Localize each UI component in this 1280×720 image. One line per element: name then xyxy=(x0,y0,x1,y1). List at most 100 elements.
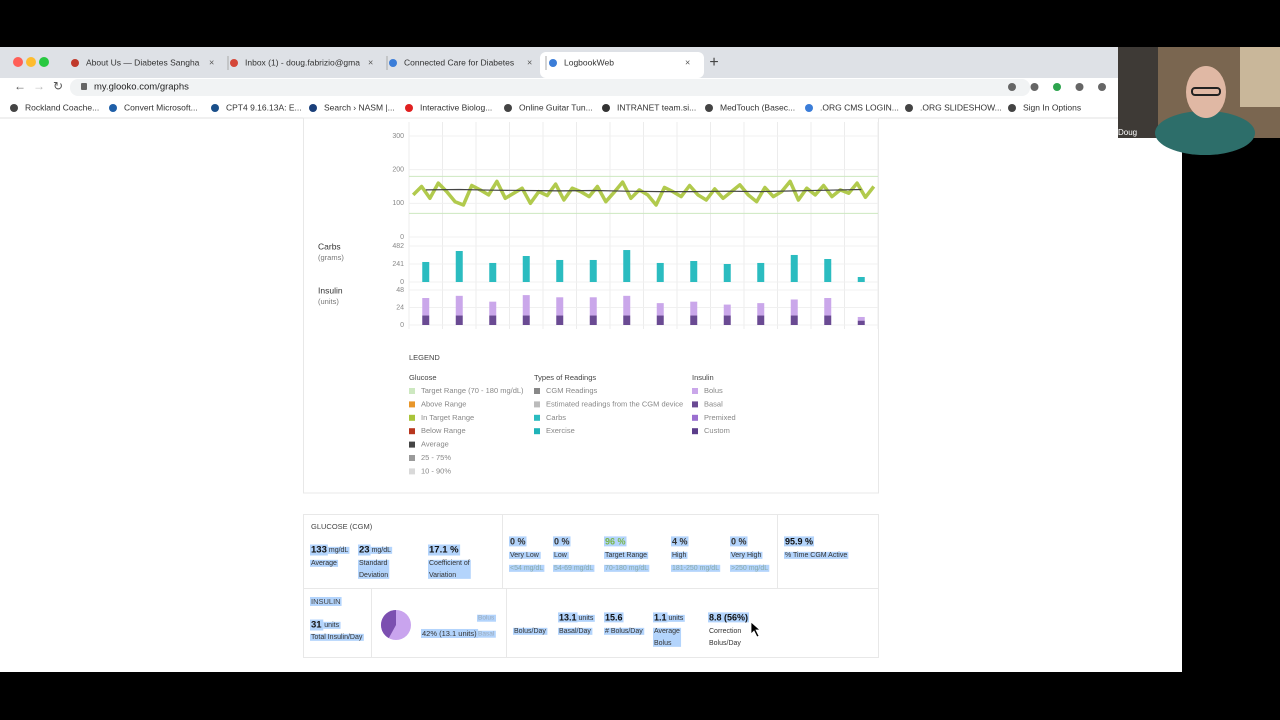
y-tick-label: 241 xyxy=(392,261,404,268)
stat-value: 133 xyxy=(311,545,327,556)
bookmark[interactable]: Interactive Biolog... xyxy=(420,102,492,112)
stat-value: 15.6 xyxy=(605,612,623,622)
legend-label: 25 - 75% xyxy=(421,453,451,462)
bookmark[interactable]: Convert Microsoft... xyxy=(124,102,198,112)
selection-highlight xyxy=(671,551,688,559)
range-value: 0 % xyxy=(554,536,570,546)
legend-label: In Target Range xyxy=(421,413,474,422)
insulin-bar xyxy=(857,320,865,325)
bookmark-icon xyxy=(602,104,610,112)
tab-title[interactable]: Connected Care for Diabetes xyxy=(404,57,514,67)
cgm-trace xyxy=(411,179,876,207)
insulin-bar xyxy=(790,299,798,316)
toolbar-icon[interactable] xyxy=(1075,83,1084,91)
stat-label: Basal/Day xyxy=(559,628,591,635)
back-button[interactable]: ← xyxy=(14,79,26,93)
stat-label: % Time CGM Active xyxy=(785,552,847,559)
bookmark[interactable]: Sign In Options xyxy=(1023,102,1081,112)
insulin-bar xyxy=(455,295,463,316)
minimize-window[interactable] xyxy=(26,57,36,67)
stat-value: 8.8 (56%) xyxy=(709,612,748,622)
range-value: 4 % xyxy=(672,536,688,546)
stat-label: Bolus/Day xyxy=(514,628,546,635)
selection-highlight xyxy=(604,536,627,547)
stat-label: Average Bolus xyxy=(654,628,680,647)
webcam-background xyxy=(1240,47,1280,107)
insulin-bar xyxy=(489,301,497,316)
legend-label: Custom xyxy=(704,426,730,435)
bookmark[interactable]: MedTouch (Basec... xyxy=(720,102,795,112)
tab-close[interactable]: × xyxy=(368,57,373,67)
stat-label: Average xyxy=(311,560,337,567)
range-value: 0 % xyxy=(510,536,526,546)
y-tick-label: 0 xyxy=(400,279,404,286)
pie-label: Basal xyxy=(478,631,495,638)
y-tick-label: 48 xyxy=(396,287,404,294)
tab-title[interactable]: Inbox (1) - doug.fabrizio@gma xyxy=(245,57,360,67)
selection-highlight xyxy=(428,559,471,579)
stat-label: Correction Bolus/Day xyxy=(709,628,741,647)
selection-highlight xyxy=(310,559,339,567)
range-limits: <54 mg/dL xyxy=(510,565,543,572)
active-tab[interactable] xyxy=(540,52,704,78)
carb-bar xyxy=(422,261,430,282)
close-window[interactable] xyxy=(13,57,23,67)
stat-label: Standard Deviation xyxy=(359,560,388,579)
reload-button[interactable]: ↻ xyxy=(53,79,63,93)
bookmark[interactable]: INTRANET team.si... xyxy=(617,102,696,112)
toolbar-icon[interactable] xyxy=(1030,83,1039,91)
toolbar-icon[interactable] xyxy=(1098,83,1106,91)
bookmark[interactable]: CPT4 9.16.13A: E... xyxy=(226,102,302,112)
insulin-bar xyxy=(522,295,530,316)
tab-close[interactable]: × xyxy=(527,57,532,67)
selection-highlight xyxy=(604,612,624,623)
legend-swatch xyxy=(409,441,415,448)
selection-highlight xyxy=(509,551,541,559)
bookmark[interactable]: Rockland Coache... xyxy=(25,102,99,112)
toolbar-icon[interactable] xyxy=(1053,83,1061,91)
insulin-bar xyxy=(824,298,832,316)
tab-title[interactable]: LogbookWeb xyxy=(564,57,614,67)
zoom-window[interactable] xyxy=(39,57,49,67)
carb-bar xyxy=(556,259,564,282)
tab-title[interactable]: About Us — Diabetes Sangha xyxy=(86,57,200,67)
range-label: Low xyxy=(554,552,568,559)
tab-icon xyxy=(230,59,238,67)
carb-bar xyxy=(790,254,798,282)
legend-label: Carbs xyxy=(546,413,566,422)
selection-highlight xyxy=(604,564,650,572)
legend-group-title: Insulin xyxy=(692,373,714,382)
section-title: INSULIN xyxy=(311,597,341,606)
legend-group-title: Glucose xyxy=(409,373,437,382)
panel-unit: (units) xyxy=(318,297,339,306)
selection-highlight xyxy=(784,551,849,559)
y-tick-label: 300 xyxy=(392,133,404,140)
tab-close[interactable]: × xyxy=(685,57,690,67)
selection-highlight xyxy=(671,564,721,572)
bookmark[interactable]: .ORG SLIDESHOW... xyxy=(920,102,1002,112)
selection-highlight xyxy=(558,627,593,635)
selection-highlight xyxy=(358,559,390,579)
address-bar[interactable] xyxy=(70,79,1030,96)
tab-close[interactable]: × xyxy=(209,57,214,67)
selection-highlight xyxy=(730,564,770,572)
tab-icon xyxy=(71,59,79,67)
insulin-bar xyxy=(623,295,631,316)
legend-swatch xyxy=(409,468,415,475)
bookmark[interactable]: Online Guitar Tun... xyxy=(519,102,593,112)
toolbar-icon[interactable] xyxy=(1008,83,1016,91)
carb-bar xyxy=(857,276,865,282)
selection-highlight xyxy=(708,612,750,623)
url[interactable]: my.glooko.com/graphs xyxy=(94,82,189,93)
selection-highlight xyxy=(577,614,595,622)
stat-unit: mg/dL xyxy=(329,547,349,554)
selection-highlight xyxy=(370,546,393,554)
insulin-bar xyxy=(556,297,564,316)
range-limits: 70-180 mg/dL xyxy=(605,565,648,572)
range-value: 96 % xyxy=(605,536,626,546)
bookmark[interactable]: Search › NASM |... xyxy=(324,102,395,112)
new-tab[interactable]: + xyxy=(709,54,718,71)
bookmark[interactable]: .ORG CMS LOGIN... xyxy=(820,102,899,112)
webcam-person xyxy=(1191,87,1221,96)
selection-highlight xyxy=(553,551,569,559)
